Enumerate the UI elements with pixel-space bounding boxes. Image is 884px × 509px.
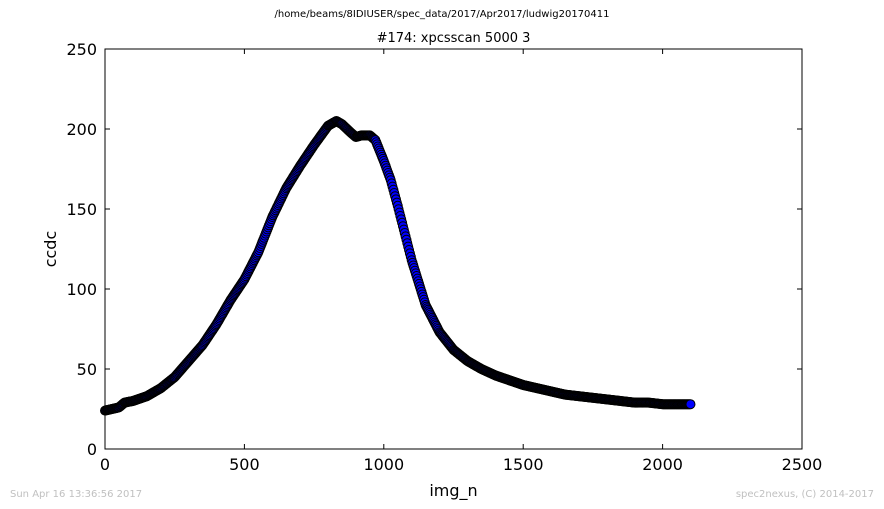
plot-frame: [104, 48, 803, 450]
timestamp-footer: Sun Apr 16 13:36:56 2017: [10, 489, 143, 500]
x-axis-label: img_n: [429, 481, 477, 501]
x-tick-label: 2500: [782, 455, 823, 474]
data-point: [685, 399, 696, 410]
y-tick-label: 50: [77, 360, 97, 379]
axis-ticks: 0 500 1000 1500 2000 2500 0 50 100 150 200 250: [66, 40, 822, 474]
x-tick-label: 1000: [363, 455, 404, 474]
y-tick-label: 0: [87, 440, 97, 459]
y-tick-label: 200: [66, 120, 97, 139]
chart-title: #174: xpcsscan 5000 3: [377, 31, 531, 46]
x-tick-label: 0: [100, 455, 110, 474]
figure-suptitle: /home/beams/8IDIUSER/spec_data/2017/Apr2…: [274, 9, 610, 20]
x-tick-label: 1500: [503, 455, 544, 474]
x-tick-label: 2000: [642, 455, 683, 474]
y-axis-label: ccdc: [41, 231, 60, 268]
y-tick-label: 150: [66, 200, 97, 219]
copyright-footer: spec2nexus, (C) 2014-2017: [735, 489, 874, 500]
y-tick-label: 250: [66, 40, 97, 59]
x-tick-label: 500: [229, 455, 260, 474]
y-tick-label: 100: [66, 280, 97, 299]
data-points: [100, 116, 696, 416]
